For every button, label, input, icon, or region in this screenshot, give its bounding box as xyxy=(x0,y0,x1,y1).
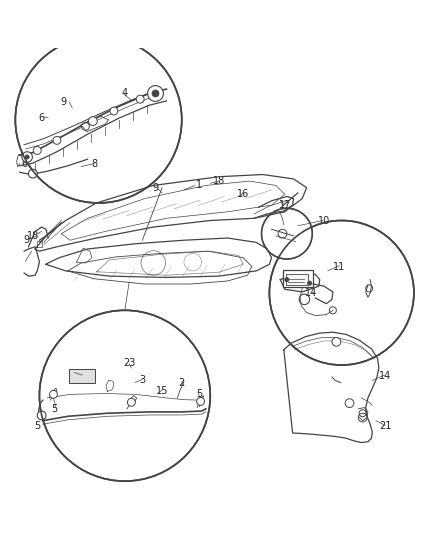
Circle shape xyxy=(307,281,312,285)
Circle shape xyxy=(345,399,354,408)
Text: 22: 22 xyxy=(68,369,81,379)
Circle shape xyxy=(148,86,163,101)
Bar xyxy=(69,369,95,383)
Circle shape xyxy=(332,337,341,346)
Text: 3: 3 xyxy=(139,375,145,385)
Text: 18: 18 xyxy=(27,231,39,241)
Circle shape xyxy=(49,391,57,398)
Text: 4: 4 xyxy=(122,88,128,99)
Text: 9: 9 xyxy=(23,235,29,245)
Circle shape xyxy=(53,136,61,144)
Circle shape xyxy=(33,147,41,155)
Text: 9: 9 xyxy=(60,97,67,107)
Circle shape xyxy=(261,208,312,259)
Circle shape xyxy=(88,117,97,125)
Text: 14: 14 xyxy=(379,371,392,381)
Text: 11: 11 xyxy=(333,262,346,271)
Text: 9: 9 xyxy=(152,183,159,192)
Circle shape xyxy=(358,413,367,422)
Text: 14: 14 xyxy=(305,288,317,298)
Text: 17: 17 xyxy=(279,200,291,210)
Circle shape xyxy=(39,310,210,481)
Circle shape xyxy=(110,107,118,115)
Text: 6: 6 xyxy=(39,112,45,123)
Text: 1: 1 xyxy=(196,181,202,190)
Text: 16: 16 xyxy=(237,189,249,199)
Text: 10: 10 xyxy=(318,215,330,225)
Circle shape xyxy=(154,87,162,95)
Text: 8: 8 xyxy=(91,159,97,168)
Bar xyxy=(283,270,313,287)
Text: 6: 6 xyxy=(21,159,27,168)
Text: 5: 5 xyxy=(196,389,202,399)
Circle shape xyxy=(28,169,37,178)
Circle shape xyxy=(37,411,46,420)
Text: 23: 23 xyxy=(123,358,135,368)
Text: 15: 15 xyxy=(156,386,168,397)
Text: 2: 2 xyxy=(179,377,185,387)
Circle shape xyxy=(269,221,414,365)
Circle shape xyxy=(81,123,89,130)
Circle shape xyxy=(127,398,135,406)
Circle shape xyxy=(285,278,289,282)
Text: 5: 5 xyxy=(34,422,40,431)
Circle shape xyxy=(22,152,32,162)
Text: 18: 18 xyxy=(213,176,225,186)
Circle shape xyxy=(152,90,159,97)
Bar xyxy=(286,273,308,285)
Text: 5: 5 xyxy=(52,404,58,414)
Circle shape xyxy=(136,95,144,103)
Circle shape xyxy=(15,37,182,203)
Circle shape xyxy=(197,398,205,405)
Text: 21: 21 xyxy=(379,422,392,431)
Circle shape xyxy=(25,155,29,159)
